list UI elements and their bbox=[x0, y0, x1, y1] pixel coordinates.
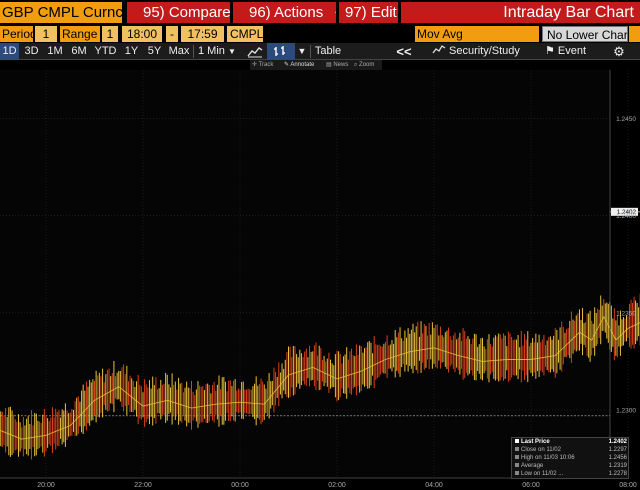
x-tick-label: 02:00 bbox=[328, 482, 346, 489]
legend-label: Low on 11/02 ... bbox=[521, 471, 564, 477]
y-axis: 1.2450 1.2400 1.2350 1.2300 bbox=[609, 70, 636, 478]
range-field[interactable]: 1 bbox=[102, 26, 118, 42]
compare-menu-button[interactable]: 95) Compare bbox=[127, 2, 230, 23]
period-field[interactable]: 1 bbox=[35, 26, 57, 42]
last-price-tag bbox=[611, 207, 638, 216]
legend-row-low: Low on 11/02 ... 1.2278 bbox=[515, 471, 627, 478]
collapse-panel-button[interactable]: << bbox=[396, 44, 412, 59]
y-tick-label: 1.2450 bbox=[616, 116, 636, 123]
edit-menu-label: 97) Edit bbox=[345, 4, 397, 21]
x-tick-label: 20:00 bbox=[37, 482, 55, 489]
reference-lines: 1.2402 bbox=[0, 207, 640, 417]
gear-icon[interactable]: ⚙ bbox=[613, 44, 625, 59]
chart-plot-background bbox=[0, 70, 610, 478]
flag-icon: ⚑ bbox=[545, 45, 555, 57]
line-chart-icon[interactable] bbox=[245, 43, 265, 60]
legend-swatch bbox=[515, 455, 519, 460]
time-range-dash: - bbox=[166, 26, 178, 42]
legend-row-high: High on 11/03 10:06 1.2456 bbox=[515, 455, 627, 462]
legend-value: 1.2297 bbox=[608, 447, 627, 453]
legend-value: 1.2319 bbox=[608, 463, 627, 469]
intraday-chart[interactable]: 1.2402 1.2450 1.2400 1.2350 1.2300 20:00 22:… bbox=[0, 70, 640, 490]
range-button-1d[interactable]: 1D bbox=[0, 43, 19, 60]
legend-label: High on 11/03 10:06 bbox=[521, 455, 575, 461]
annotation-strip: ✛ Track ✎ Annotate ▤ News ⌕ Zoom bbox=[250, 60, 382, 70]
actions-menu-label: 96) Actions bbox=[249, 4, 324, 21]
param-row-end-cap bbox=[629, 26, 640, 42]
parameter-row: Period 1 Range 1 18:00 - 17:59 CMPL Mov … bbox=[0, 25, 640, 43]
x-tick-label: 06:00 bbox=[522, 482, 540, 489]
security-ticker-field[interactable]: GBP CMPL Curncy bbox=[0, 2, 122, 23]
range-button-5y[interactable]: 5Y bbox=[147, 45, 162, 57]
caret-down-icon: ▼ bbox=[333, 9, 336, 19]
toolbar-divider bbox=[310, 45, 311, 58]
security-study-label: Security/Study bbox=[449, 45, 520, 57]
chart-name-title: Intraday Bar Chart bbox=[401, 2, 640, 23]
x-tick-label: 04:00 bbox=[425, 482, 443, 489]
pricing-source-field[interactable]: CMPL bbox=[227, 26, 263, 42]
y-tick-label: 1.2400 bbox=[616, 213, 636, 220]
interval-value: 1 Min bbox=[198, 45, 225, 57]
legend-label: Close on 11/02 bbox=[521, 447, 561, 453]
security-study-button[interactable]: Security/Study bbox=[432, 43, 530, 60]
annotate-tool-label: Annotate bbox=[290, 62, 315, 68]
actions-menu-button[interactable]: 96) Actions ▼ bbox=[233, 2, 336, 23]
price-bars bbox=[0, 293, 640, 460]
title-bar: GBP CMPL Curncy 95) Compare 96) Actions … bbox=[0, 0, 640, 25]
toolbar-divider bbox=[193, 45, 194, 58]
range-button-1m[interactable]: 1M bbox=[47, 45, 63, 57]
chart-toolbar: 1D 3D 1M 6M YTD 1Y 5Y Max 1 Min ▼ ▼ Tabl… bbox=[0, 43, 640, 60]
zoom-tool-label: Zoom bbox=[359, 62, 375, 68]
x-tick-label: 22:00 bbox=[134, 482, 152, 489]
legend-label: Last Price bbox=[521, 439, 550, 445]
event-button[interactable]: ⚑ Event bbox=[545, 43, 597, 60]
table-button[interactable]: Table bbox=[314, 45, 342, 57]
bar-chart-type-icon[interactable] bbox=[267, 43, 295, 60]
range-button-6m[interactable]: 6M bbox=[71, 45, 87, 57]
chart-type-caret-icon[interactable]: ▼ bbox=[297, 46, 307, 56]
news-tool-label: News bbox=[333, 62, 349, 68]
event-label: Event bbox=[557, 45, 587, 57]
track-tool[interactable]: ✛ Track bbox=[252, 62, 274, 68]
interval-caret-icon: ▼ bbox=[227, 47, 236, 56]
legend-value: 1.2456 bbox=[608, 455, 627, 461]
legend-swatch bbox=[515, 471, 519, 476]
price-series bbox=[0, 315, 640, 440]
range-button-max[interactable]: Max bbox=[168, 45, 190, 57]
legend-label: Average bbox=[521, 463, 544, 469]
annotate-tool[interactable]: ✎ Annotate bbox=[284, 62, 315, 68]
y-tick-label: 1.2300 bbox=[616, 408, 636, 415]
track-tool-label: Track bbox=[258, 62, 274, 68]
range-button-ytd[interactable]: YTD bbox=[94, 45, 117, 57]
x-axis: 20:0022:0000:0002:0004:0006:0008:0010:00… bbox=[0, 477, 637, 489]
legend-row-average: Average 1.2319 bbox=[515, 463, 627, 470]
legend-value: 1.2402 bbox=[608, 439, 627, 445]
end-time-field[interactable]: 17:59 bbox=[181, 26, 224, 42]
legend-swatch bbox=[515, 463, 519, 468]
range-button-1y[interactable]: 1Y bbox=[124, 45, 139, 57]
interval-select[interactable]: 1 Min ▼ bbox=[195, 43, 241, 60]
legend-swatch bbox=[515, 447, 519, 452]
start-time-field[interactable]: 18:00 bbox=[122, 26, 162, 42]
period-label: Period bbox=[0, 26, 33, 42]
chart-legend: Last Price 1.2402 Close on 11/02 1.2297 Hi… bbox=[511, 437, 629, 479]
last-price-tag-label: 1.2402 bbox=[617, 209, 637, 216]
range-label: Range bbox=[60, 26, 100, 42]
y-tick-label: 1.2350 bbox=[616, 310, 636, 317]
legend-row-close: Close on 11/02 1.2297 bbox=[515, 447, 627, 454]
chart-axis-background bbox=[610, 70, 640, 490]
lower-chart-select[interactable]: No Lower Chart bbox=[542, 26, 628, 42]
range-button-3d[interactable]: 3D bbox=[24, 45, 39, 57]
study-chart-icon bbox=[432, 45, 446, 54]
news-tool[interactable]: ▤ News bbox=[326, 62, 349, 68]
edit-menu-button[interactable]: 97) Edit ▼ bbox=[339, 2, 398, 23]
legend-row-last-price: Last Price 1.2402 bbox=[515, 439, 627, 446]
mov-avg-label[interactable]: Mov Avg bbox=[415, 26, 539, 42]
zoom-tool[interactable]: ⌕ Zoom bbox=[354, 62, 375, 68]
x-tick-label: 08:00 bbox=[619, 482, 637, 489]
legend-value: 1.2278 bbox=[608, 471, 627, 477]
x-tick-label: 00:00 bbox=[231, 482, 249, 489]
price-series-line bbox=[0, 315, 640, 440]
legend-swatch bbox=[515, 439, 519, 444]
